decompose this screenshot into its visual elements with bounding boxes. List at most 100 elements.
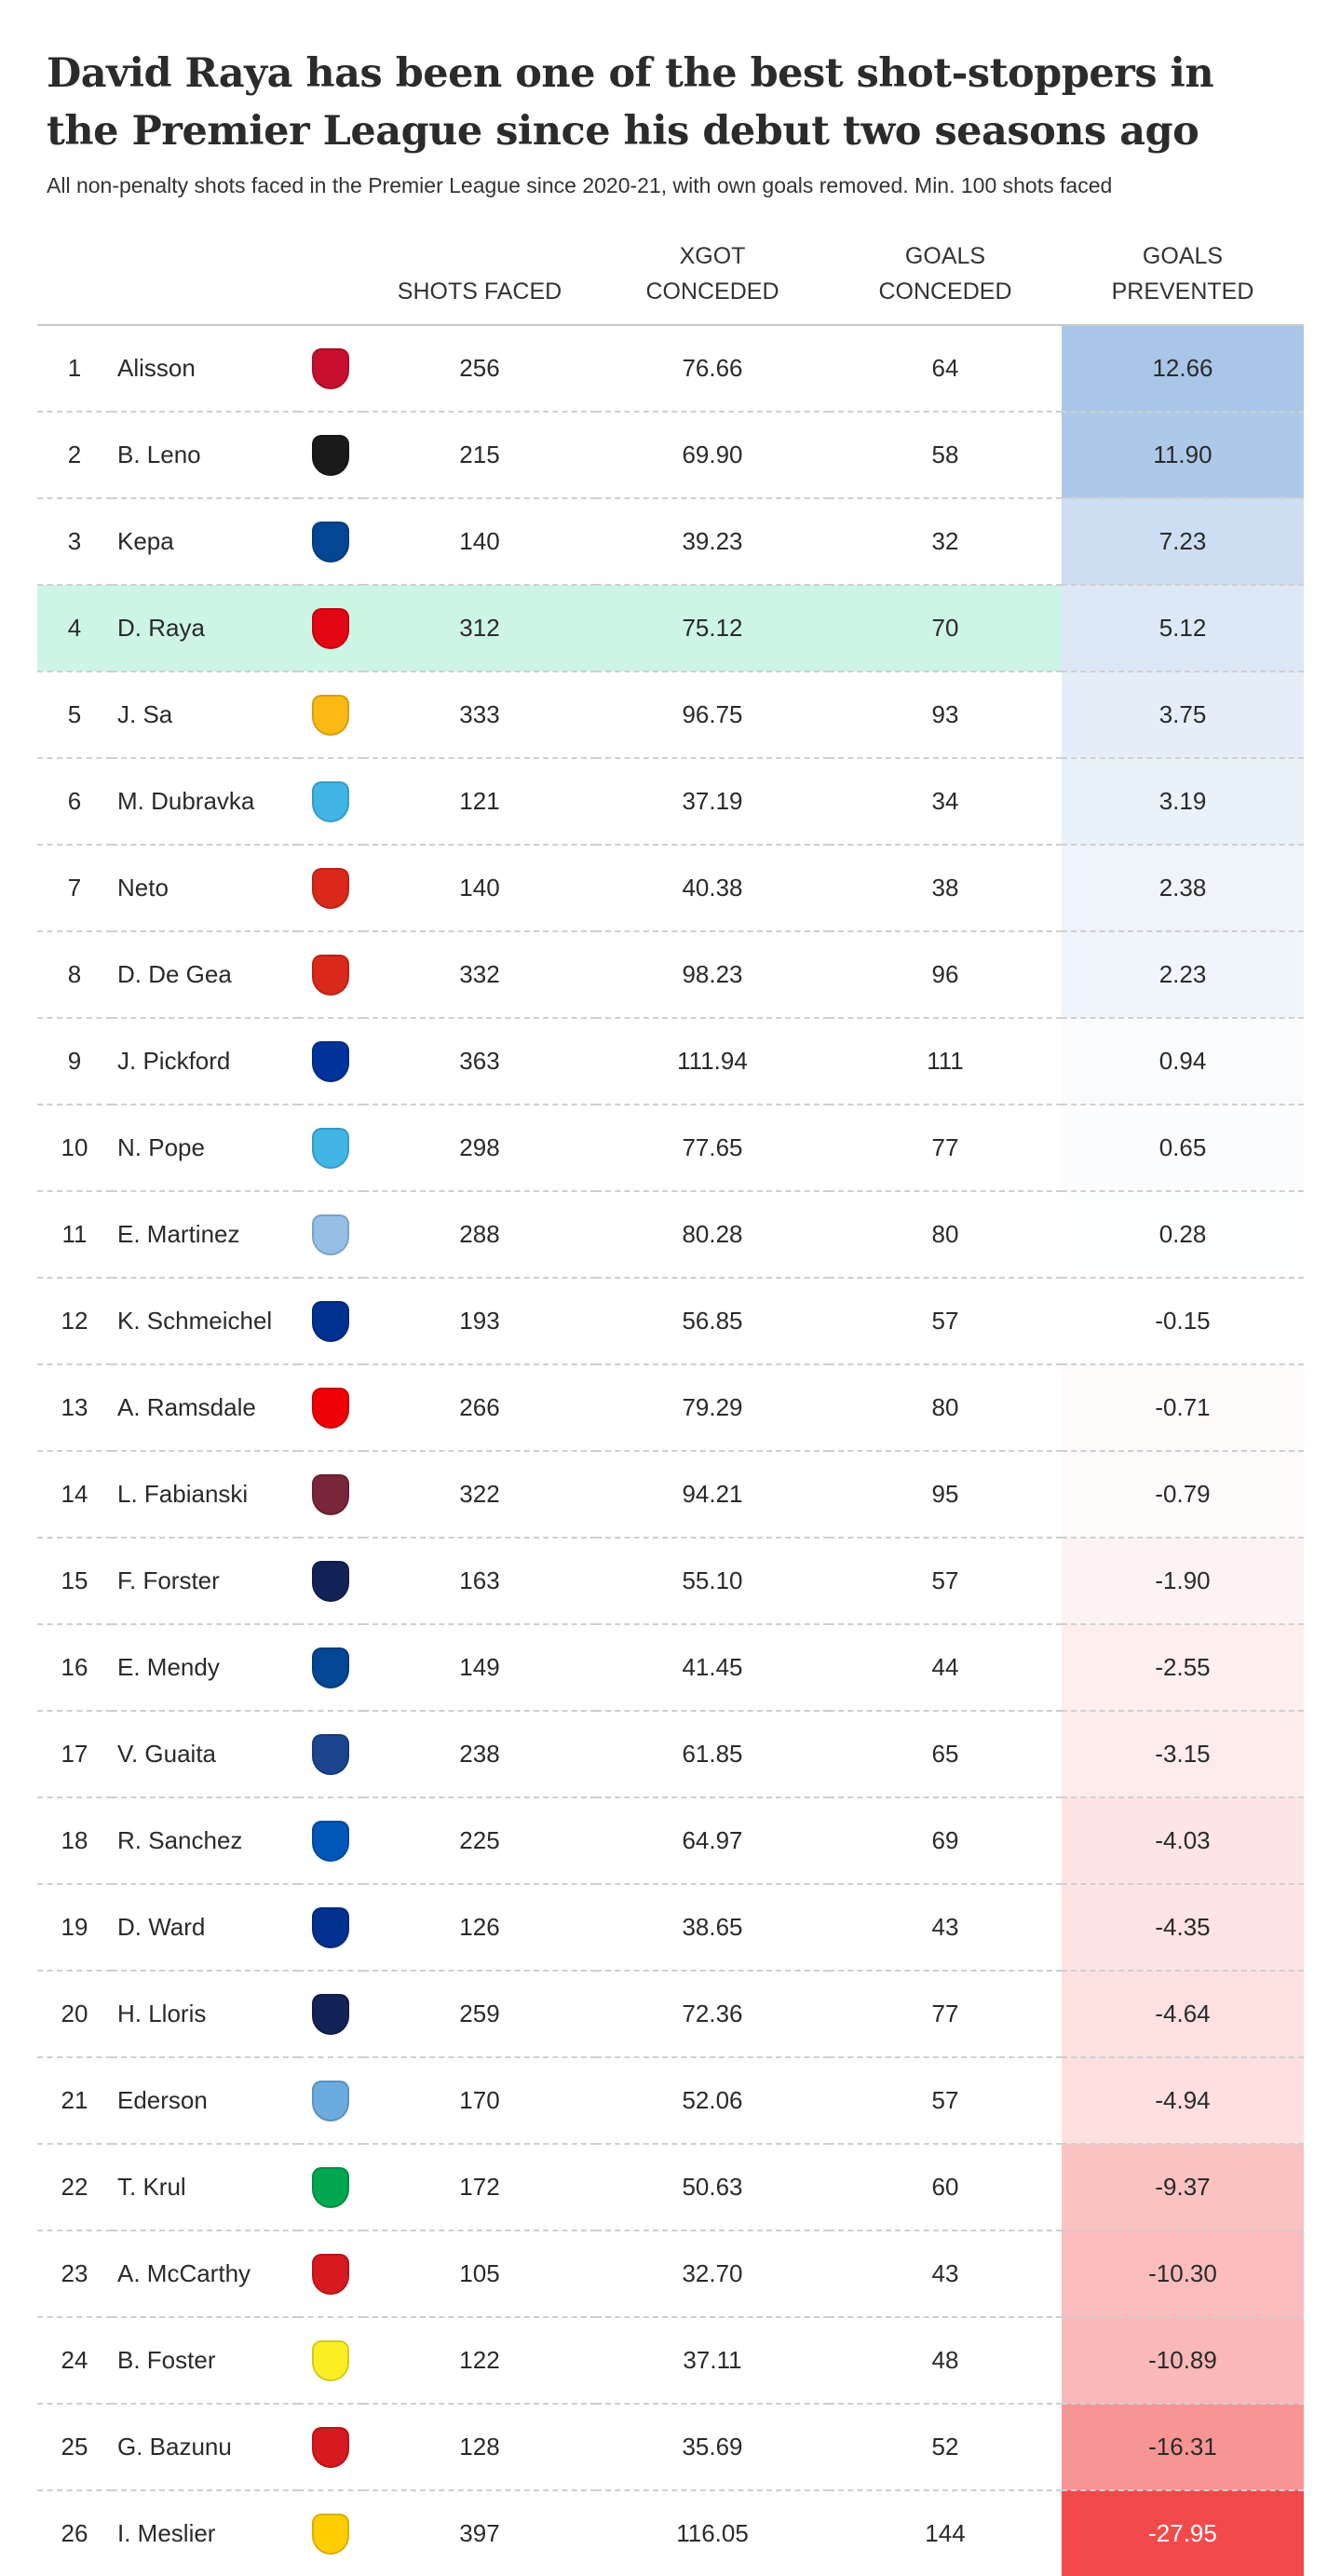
goals-conceded-cell: 96: [829, 931, 1062, 1019]
crest-cell: [298, 2057, 363, 2145]
goals-conceded-cell: 38: [829, 845, 1062, 932]
rank-cell: 5: [37, 671, 112, 759]
shots-faced-cell: 149: [363, 1624, 596, 1712]
goals-conceded-header: GOALS CONCEDED: [829, 220, 1062, 326]
tottenham-crest-icon: [312, 1993, 349, 2035]
table-row: 23 A. McCarthy 105 32.70 43 -10.30: [37, 2230, 1304, 2318]
player-name-cell: E. Martinez: [112, 1191, 298, 1279]
chart-subtitle: All non-penalty shots faced in the Premi…: [47, 173, 1113, 197]
name-header: [112, 220, 298, 326]
prevented-header-line2: PREVENTED: [1111, 278, 1254, 305]
xgot-header-line1: XGOT: [679, 243, 746, 269]
table-row: 20 H. Lloris 259 72.36 77 -4.64: [37, 1971, 1304, 2058]
shots-faced-header: SHOTS FACED: [363, 220, 596, 326]
crest-cell: [298, 1797, 363, 1885]
southampton-crest-icon: [312, 2426, 349, 2468]
rank-cell: 3: [37, 498, 112, 586]
goals-prevented-cell: -3.15: [1062, 1711, 1304, 1798]
xgot-cell: 79.29: [596, 1364, 829, 1452]
crest-cell: [298, 931, 363, 1019]
xgot-cell: 39.23: [596, 498, 829, 586]
goals-conceded-cell: 58: [829, 412, 1062, 499]
west-ham-crest-icon: [312, 1473, 349, 1515]
crest-cell: [298, 585, 363, 672]
player-name-cell: B. Leno: [112, 412, 298, 499]
table-row: 4 D. Raya 312 75.12 70 5.12: [37, 585, 1304, 672]
crest-cell: [298, 1191, 363, 1279]
goals-prevented-cell: 0.65: [1062, 1105, 1304, 1192]
goals-conceded-cell: 80: [829, 1191, 1062, 1279]
goals-prevented-cell: -0.15: [1062, 1278, 1304, 1365]
player-name-cell: V. Guaita: [112, 1711, 298, 1798]
table-row: 17 V. Guaita 238 61.85 65 -3.15: [37, 1711, 1304, 1798]
goals-conceded-cell: 60: [829, 2144, 1062, 2231]
table-row: 7 Neto 140 40.38 38 2.38: [37, 845, 1304, 932]
goals-conceded-cell: 77: [829, 1105, 1062, 1192]
goals-prevented-cell: 5.12: [1062, 585, 1304, 672]
crest-cell: [298, 2230, 363, 2318]
player-name-cell: Ederson: [112, 2057, 298, 2145]
xgot-cell: 64.97: [596, 1797, 829, 1885]
goalkeeper-table: SHOTS FACED XGOT CONCEDED GOALS CONCEDED G…: [37, 220, 1304, 2576]
xgot-cell: 111.94: [596, 1018, 829, 1105]
goals-prevented-cell: 0.28: [1062, 1191, 1304, 1279]
goals-conceded-cell: 65: [829, 1711, 1062, 1798]
aston-villa-crest-icon: [312, 1213, 349, 1255]
shots-faced-cell: 333: [363, 671, 596, 759]
table-row: 9 J. Pickford 363 111.94 111 0.94: [37, 1018, 1304, 1105]
player-name-cell: B. Foster: [112, 2317, 298, 2405]
table-row: 6 M. Dubravka 121 37.19 34 3.19: [37, 758, 1304, 846]
southampton-crest-icon: [312, 2253, 349, 2295]
rank-header: [37, 220, 112, 326]
rank-cell: 8: [37, 931, 112, 1019]
goals-conceded-cell: 34: [829, 758, 1062, 846]
rank-cell: 23: [37, 2230, 112, 2318]
brighton-crest-icon: [312, 1820, 349, 1862]
goals-conceded-cell: 52: [829, 2404, 1062, 2491]
goals-conceded-cell: 44: [829, 1624, 1062, 1712]
arsenal-crest-icon: [312, 1387, 349, 1429]
rank-cell: 7: [37, 845, 112, 932]
shots-faced-header-label: SHOTS FACED: [397, 278, 562, 305]
newcastle-crest-icon: [312, 780, 349, 822]
crest-cell: [298, 1884, 363, 1972]
goals-conceded-cell: 77: [829, 1971, 1062, 2058]
crest-cell: [298, 2490, 363, 2576]
everton-crest-icon: [312, 1040, 349, 1082]
rank-cell: 11: [37, 1191, 112, 1279]
crest-cell: [298, 2144, 363, 2231]
goals-prevented-cell: 0.94: [1062, 1018, 1304, 1105]
shots-faced-cell: 332: [363, 931, 596, 1019]
goals-prevented-cell: -4.64: [1062, 1971, 1304, 2058]
rank-cell: 4: [37, 585, 112, 672]
xgot-cell: 77.65: [596, 1105, 829, 1192]
rank-cell: 20: [37, 1971, 112, 2058]
shots-faced-cell: 238: [363, 1711, 596, 1798]
table-row: 16 E. Mendy 149 41.45 44 -2.55: [37, 1624, 1304, 1712]
table-row: 22 T. Krul 172 50.63 60 -9.37: [37, 2144, 1304, 2231]
shots-faced-cell: 298: [363, 1105, 596, 1192]
crest-cell: [298, 1278, 363, 1365]
goals-prevented-cell: -16.31: [1062, 2404, 1304, 2491]
goals-conceded-cell: 43: [829, 1884, 1062, 1972]
xgot-cell: 40.38: [596, 845, 829, 932]
shots-faced-cell: 363: [363, 1018, 596, 1105]
shots-faced-cell: 128: [363, 2404, 596, 2491]
table-row: 2 B. Leno 215 69.90 58 11.90: [37, 412, 1304, 499]
player-name-cell: F. Forster: [112, 1538, 298, 1625]
rank-cell: 12: [37, 1278, 112, 1365]
shots-faced-cell: 288: [363, 1191, 596, 1279]
table-row: 8 D. De Gea 332 98.23 96 2.23: [37, 931, 1304, 1019]
goals-conceded-cell: 43: [829, 2230, 1062, 2318]
xgot-cell: 116.05: [676, 2519, 749, 2547]
player-name-cell: D. De Gea: [112, 931, 298, 1019]
header-row: SHOTS FACED XGOT CONCEDED GOALS CONCEDED G…: [37, 220, 1304, 326]
goals-prevented-header: GOALS PREVENTED: [1062, 220, 1304, 326]
rank-cell: 17: [37, 1711, 112, 1798]
goals-prevented-cell: -4.35: [1062, 1884, 1304, 1972]
player-name-cell: L. Fabianski: [112, 1451, 298, 1539]
xgot-cell: 37.11: [596, 2317, 829, 2405]
man-united-crest-icon: [312, 954, 349, 996]
table-row: 26 I. Meslier 397 116.05 144 -27.95: [37, 2490, 1304, 2576]
player-name-cell: Neto: [112, 845, 298, 932]
